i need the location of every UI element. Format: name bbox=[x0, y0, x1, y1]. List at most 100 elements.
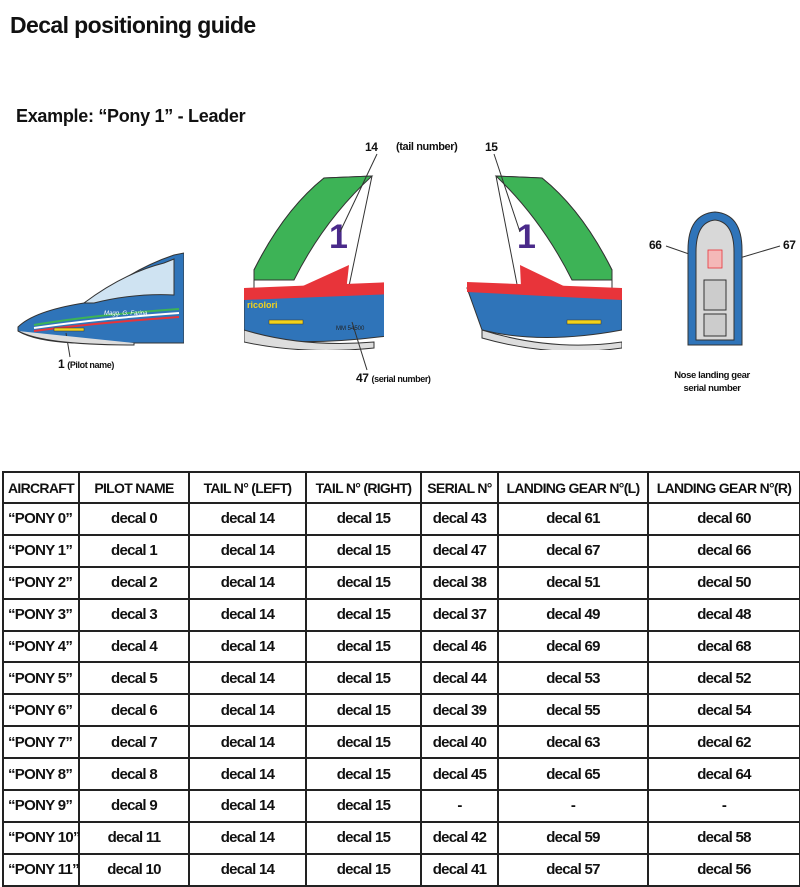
nose-landing-gear-illustration bbox=[687, 211, 743, 346]
decal-cell: decal 15 bbox=[305, 757, 422, 792]
aircraft-cell: “PONY 1” bbox=[2, 533, 80, 568]
decal-cell: decal 65 bbox=[497, 757, 649, 792]
decal-cell: - bbox=[420, 789, 499, 823]
decal-cell: decal 6 bbox=[78, 693, 190, 728]
pilot-script: Magg. G. Farina bbox=[104, 311, 148, 317]
table-row: “PONY 3” decal 3 decal 14 decal 15 decal 37 d… bbox=[2, 597, 800, 632]
decal-cell: decal 48 bbox=[647, 597, 800, 632]
table-row: “PONY 7” decal 7 decal 14 decal 15 decal 40 d… bbox=[2, 725, 800, 760]
decal-cell: decal 14 bbox=[188, 789, 307, 823]
tail-right-number: 15 bbox=[485, 140, 498, 154]
aircraft-nose-illustration: Magg. G. Farina bbox=[17, 252, 184, 358]
decal-cell: decal 15 bbox=[305, 725, 422, 760]
column-header: TAIL N° (RIGHT) bbox=[305, 471, 422, 504]
pilot-name-callout: 1 (Pilot name) bbox=[58, 357, 114, 371]
nose-gear-caption: Nose landing gear serial number bbox=[674, 370, 750, 394]
table-header-row: AIRCRAFT PILOT NAME TAIL N° (LEFT) TAIL N° … bbox=[2, 471, 800, 504]
decal-cell: decal 59 bbox=[497, 820, 649, 855]
table-row: “PONY 10” decal 11 decal 14 decal 15 decal 4… bbox=[2, 820, 800, 855]
decal-cell: decal 66 bbox=[647, 533, 800, 568]
decal-cell: decal 50 bbox=[647, 565, 800, 600]
decal-cell: decal 38 bbox=[420, 565, 499, 600]
decal-cell: - bbox=[647, 789, 800, 823]
decal-cell: decal 15 bbox=[305, 597, 422, 632]
page-title: Decal positioning guide bbox=[10, 12, 256, 38]
decal-cell: decal 51 bbox=[497, 565, 649, 600]
decal-cell: decal 14 bbox=[188, 693, 307, 728]
fuselage-text: ricolori bbox=[247, 300, 278, 310]
table-row: “PONY 1” decal 1 decal 14 decal 15 decal 47 d… bbox=[2, 533, 800, 568]
decal-cell: decal 56 bbox=[647, 852, 800, 887]
decal-cell: decal 14 bbox=[188, 661, 307, 696]
decal-cell: decal 39 bbox=[420, 693, 499, 728]
gear-left-number: 66 bbox=[649, 238, 662, 252]
decal-cell: decal 15 bbox=[305, 789, 422, 823]
decal-cell: decal 62 bbox=[647, 725, 800, 760]
decal-cell: decal 49 bbox=[497, 597, 649, 632]
decal-table: AIRCRAFT PILOT NAME TAIL N° (LEFT) TAIL N° … bbox=[2, 471, 800, 887]
decal-cell: decal 15 bbox=[305, 502, 422, 536]
table-row: “PONY 11” decal 10 decal 14 decal 15 decal 4… bbox=[2, 852, 800, 887]
aircraft-cell: “PONY 8” bbox=[2, 757, 80, 792]
aircraft-cell: “PONY 2” bbox=[2, 565, 80, 600]
decal-cell: decal 61 bbox=[497, 502, 649, 536]
column-header: LANDING GEAR N°(L) bbox=[497, 471, 649, 504]
serial-plate: MM 54500 bbox=[336, 326, 365, 332]
column-header: AIRCRAFT bbox=[2, 471, 80, 504]
aircraft-cell: “PONY 5” bbox=[2, 661, 80, 696]
decal-cell: decal 4 bbox=[78, 629, 190, 664]
decal-cell: decal 3 bbox=[78, 597, 190, 632]
decal-cell: decal 14 bbox=[188, 502, 307, 536]
right-tail-illustration: 1 bbox=[466, 175, 622, 350]
aircraft-cell: “PONY 0” bbox=[2, 502, 80, 536]
decal-cell: decal 1 bbox=[78, 533, 190, 568]
decal-cell: decal 63 bbox=[497, 725, 649, 760]
aircraft-cell: “PONY 4” bbox=[2, 629, 80, 664]
decal-cell: decal 5 bbox=[78, 661, 190, 696]
aircraft-cell: “PONY 7” bbox=[2, 725, 80, 760]
table-row: “PONY 2” decal 2 decal 14 decal 15 decal 38 d… bbox=[2, 565, 800, 600]
tail-left-number: 14 bbox=[365, 140, 378, 154]
decal-cell: decal 43 bbox=[420, 502, 499, 536]
decal-cell: decal 15 bbox=[305, 661, 422, 696]
decal-cell: decal 67 bbox=[497, 533, 649, 568]
aircraft-cell: “PONY 11” bbox=[2, 852, 80, 887]
decal-cell: decal 14 bbox=[188, 565, 307, 600]
left-tail-illustration: 1 ricolori MM 54500 bbox=[244, 175, 384, 350]
fin-number-right: 1 bbox=[517, 218, 536, 256]
decal-cell: decal 60 bbox=[647, 502, 800, 536]
decal-cell: decal 57 bbox=[497, 852, 649, 887]
fin-number: 1 bbox=[329, 218, 348, 256]
aircraft-cell: “PONY 10” bbox=[2, 820, 80, 855]
decal-cell: decal 47 bbox=[420, 533, 499, 568]
decal-cell: decal 40 bbox=[420, 725, 499, 760]
decal-cell: decal 14 bbox=[188, 597, 307, 632]
column-header: LANDING GEAR N°(R) bbox=[647, 471, 800, 504]
table-row: “PONY 5” decal 5 decal 14 decal 15 decal 44 d… bbox=[2, 661, 800, 696]
column-header: SERIAL N° bbox=[420, 471, 499, 504]
table-row: “PONY 9” decal 9 decal 14 decal 15- - - bbox=[2, 789, 800, 823]
tail-number-label: (tail number) bbox=[396, 141, 458, 153]
decal-cell: decal 37 bbox=[420, 597, 499, 632]
decal-cell: decal 41 bbox=[420, 852, 499, 887]
table-row: “PONY 0” decal 0 decal 14 decal 15 decal 43 d… bbox=[2, 502, 800, 536]
table-row: “PONY 4” decal 4 decal 14 decal 15 decal 46 d… bbox=[2, 629, 800, 664]
decal-cell: decal 8 bbox=[78, 757, 190, 792]
decal-cell: decal 10 bbox=[78, 852, 190, 887]
decal-cell: decal 42 bbox=[420, 820, 499, 855]
decal-cell: decal 15 bbox=[305, 533, 422, 568]
decal-cell: decal 68 bbox=[647, 629, 800, 664]
aircraft-cell: “PONY 6” bbox=[2, 693, 80, 728]
serial-number-callout: 47 (serial number) bbox=[356, 371, 431, 385]
decal-cell: decal 2 bbox=[78, 565, 190, 600]
decal-cell: decal 58 bbox=[647, 820, 800, 855]
decal-cell: decal 15 bbox=[305, 852, 422, 887]
decal-cell: decal 11 bbox=[78, 820, 190, 855]
decal-cell: decal 14 bbox=[188, 757, 307, 792]
table-row: “PONY 8” decal 8 decal 14 decal 15 decal 45 d… bbox=[2, 757, 800, 792]
decal-cell: decal 15 bbox=[305, 629, 422, 664]
decal-cell: decal 52 bbox=[647, 661, 800, 696]
decal-cell: decal 54 bbox=[647, 693, 800, 728]
decal-cell: - bbox=[497, 789, 649, 823]
decal-cell: decal 64 bbox=[647, 757, 800, 792]
